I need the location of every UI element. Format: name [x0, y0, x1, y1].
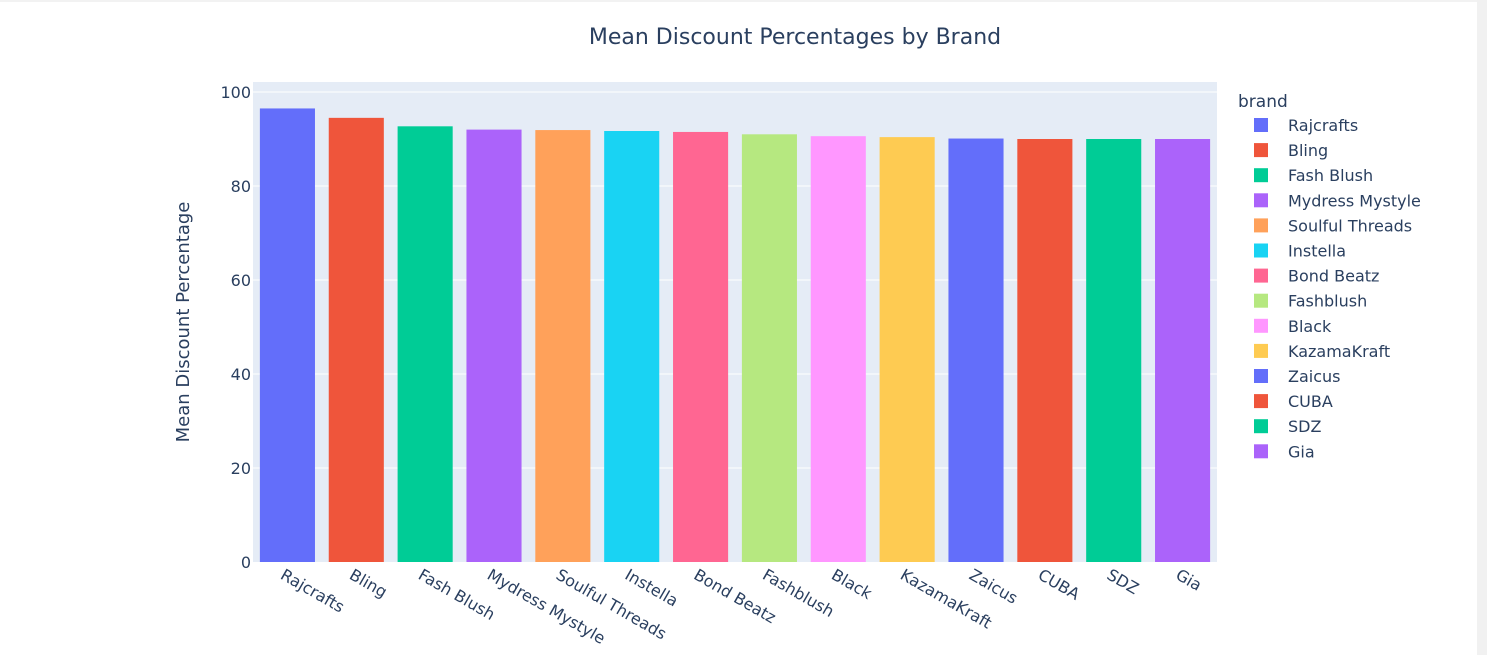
legend-item[interactable]: Bond Beatz	[1254, 267, 1379, 286]
bars[interactable]	[259, 108, 1211, 563]
legend-title: brand	[1238, 92, 1288, 112]
legend-swatch	[1254, 394, 1268, 409]
legend-swatch	[1254, 243, 1268, 258]
y-axis-title: Mean Discount Percentage	[173, 202, 194, 443]
legend-swatch	[1254, 293, 1268, 308]
bar-zaicus[interactable]	[948, 138, 1004, 562]
legend-item[interactable]: SDZ	[1254, 417, 1321, 436]
bar-soulful-threads[interactable]	[535, 130, 591, 562]
x-tick-label: Zaicus	[966, 565, 1021, 608]
top-border	[0, 0, 1477, 2]
legend-label: SDZ	[1288, 417, 1321, 436]
scrollbar[interactable]	[1477, 0, 1487, 655]
legend-swatch	[1254, 419, 1268, 434]
x-tick-label: Gia	[1173, 565, 1206, 595]
y-tick-label: 20	[231, 459, 251, 478]
bar-fashblush[interactable]	[741, 134, 797, 563]
legend-item[interactable]: Rajcrafts	[1254, 116, 1358, 135]
bar-rajcrafts[interactable]	[259, 108, 315, 562]
x-tick-label: CUBA	[1035, 565, 1083, 604]
legend-item[interactable]: Fashblush	[1254, 292, 1367, 311]
legend-item[interactable]: Bling	[1254, 141, 1328, 160]
legend-swatch	[1254, 118, 1268, 132]
legend-label: Instella	[1288, 242, 1346, 261]
legend-item[interactable]: KazamaKraft	[1254, 342, 1390, 361]
x-tick-label: Rajcrafts	[277, 565, 347, 617]
legend-label: Fashblush	[1288, 292, 1367, 311]
y-tick-label: 60	[231, 271, 251, 290]
legend-swatch	[1254, 143, 1268, 158]
legend-swatch	[1254, 343, 1268, 358]
legend-label: Soulful Threads	[1288, 216, 1412, 235]
legend-label: KazamaKraft	[1288, 342, 1390, 361]
bar-fash-blush[interactable]	[397, 126, 453, 562]
y-tick-label: 40	[231, 365, 251, 384]
y-tick-label: 0	[241, 553, 251, 572]
legend-label: Rajcrafts	[1288, 116, 1358, 135]
legend-swatch	[1254, 369, 1268, 383]
legend-label: Black	[1288, 317, 1332, 336]
x-tick-label: Black	[828, 565, 876, 603]
legend-swatch	[1254, 444, 1268, 459]
bar-mydress-mystyle[interactable]	[466, 129, 522, 562]
legend-item[interactable]: Soulful Threads	[1254, 216, 1412, 235]
legend-swatch	[1254, 168, 1268, 183]
x-tick-label: SDZ	[1104, 565, 1142, 598]
legend-item[interactable]: Gia	[1254, 442, 1315, 461]
legend-label: Gia	[1288, 442, 1315, 461]
bar-instella[interactable]	[604, 131, 660, 562]
legend-item[interactable]: Instella	[1254, 242, 1346, 261]
legend[interactable]: Rajcrafts Bling Fash Blush Mydress Mystyle S…	[1254, 116, 1421, 461]
legend-swatch	[1254, 268, 1268, 283]
bar-black[interactable]	[810, 136, 866, 562]
legend-swatch	[1254, 193, 1268, 208]
legend-item[interactable]: Mydress Mystyle	[1254, 191, 1421, 210]
legend-swatch	[1254, 218, 1268, 233]
y-axis-ticks: 0 20 40 60 80 100	[220, 83, 251, 572]
legend-item[interactable]: CUBA	[1254, 392, 1333, 411]
legend-item[interactable]: Fash Blush	[1254, 166, 1373, 185]
bar-cuba[interactable]	[1017, 139, 1073, 562]
chart-title: Mean Discount Percentages by Brand	[589, 25, 1001, 50]
legend-label: Zaicus	[1288, 367, 1340, 386]
bar-bond-beatz[interactable]	[673, 131, 729, 562]
legend-label: Fash Blush	[1288, 166, 1373, 185]
legend-label: Bling	[1288, 141, 1328, 160]
legend-label: Bond Beatz	[1288, 267, 1379, 286]
legend-label: CUBA	[1288, 392, 1333, 411]
legend-item[interactable]: Black	[1254, 317, 1332, 336]
bar-kazamakraft[interactable]	[879, 137, 935, 562]
legend-swatch	[1254, 318, 1268, 333]
bar-gia[interactable]	[1155, 139, 1211, 562]
y-tick-label: 100	[220, 83, 251, 102]
x-tick-label: Fash Blush	[415, 565, 498, 624]
bar-bling[interactable]	[328, 117, 384, 562]
y-tick-label: 80	[231, 177, 251, 196]
x-tick-label: Mydress Mystyle	[484, 565, 609, 648]
legend-label: Mydress Mystyle	[1288, 191, 1421, 210]
legend-item[interactable]: Zaicus	[1254, 367, 1340, 386]
x-tick-label: Bling	[346, 565, 390, 602]
bar-sdz[interactable]	[1086, 139, 1142, 562]
